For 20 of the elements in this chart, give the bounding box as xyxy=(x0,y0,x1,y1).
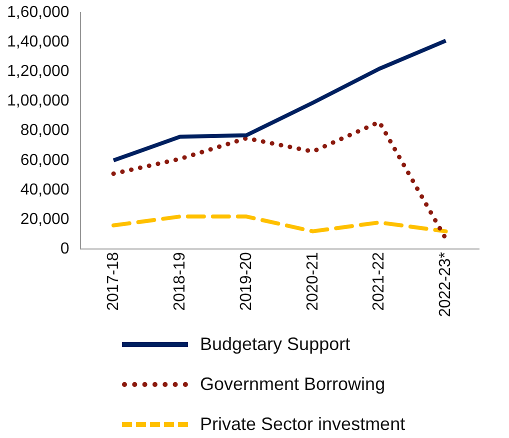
y-tick-label: 1,00,000 xyxy=(7,92,70,110)
y-tick-label: 60,000 xyxy=(20,152,70,169)
legend-label: Budgetary Support xyxy=(200,334,350,354)
x-tick-label: 2021-22 xyxy=(370,252,388,311)
line-series xyxy=(112,214,448,234)
y-tick-label: 20,000 xyxy=(20,210,70,228)
y-tick-label: 80,000 xyxy=(20,122,70,140)
y-tick-label: 1,20,000 xyxy=(7,63,70,80)
x-tick-label: 2019-20 xyxy=(238,252,255,311)
y-tick-label: 1,60,000 xyxy=(7,4,70,22)
line-series xyxy=(111,120,448,241)
legend-label: Government Borrowing xyxy=(200,374,386,394)
y-tick-label: 0 xyxy=(60,240,70,258)
legend-label: Private Sector investment xyxy=(200,414,406,434)
y-tick-label: 1,40,000 xyxy=(7,34,70,51)
x-tick-label: 2017-18 xyxy=(104,252,122,311)
x-tick-label: 2020-21 xyxy=(304,252,322,311)
x-tick-label: 2018-19 xyxy=(171,252,188,311)
y-tick-label: 40,000 xyxy=(20,181,70,198)
x-tick-label: 2022-23* xyxy=(437,252,454,318)
